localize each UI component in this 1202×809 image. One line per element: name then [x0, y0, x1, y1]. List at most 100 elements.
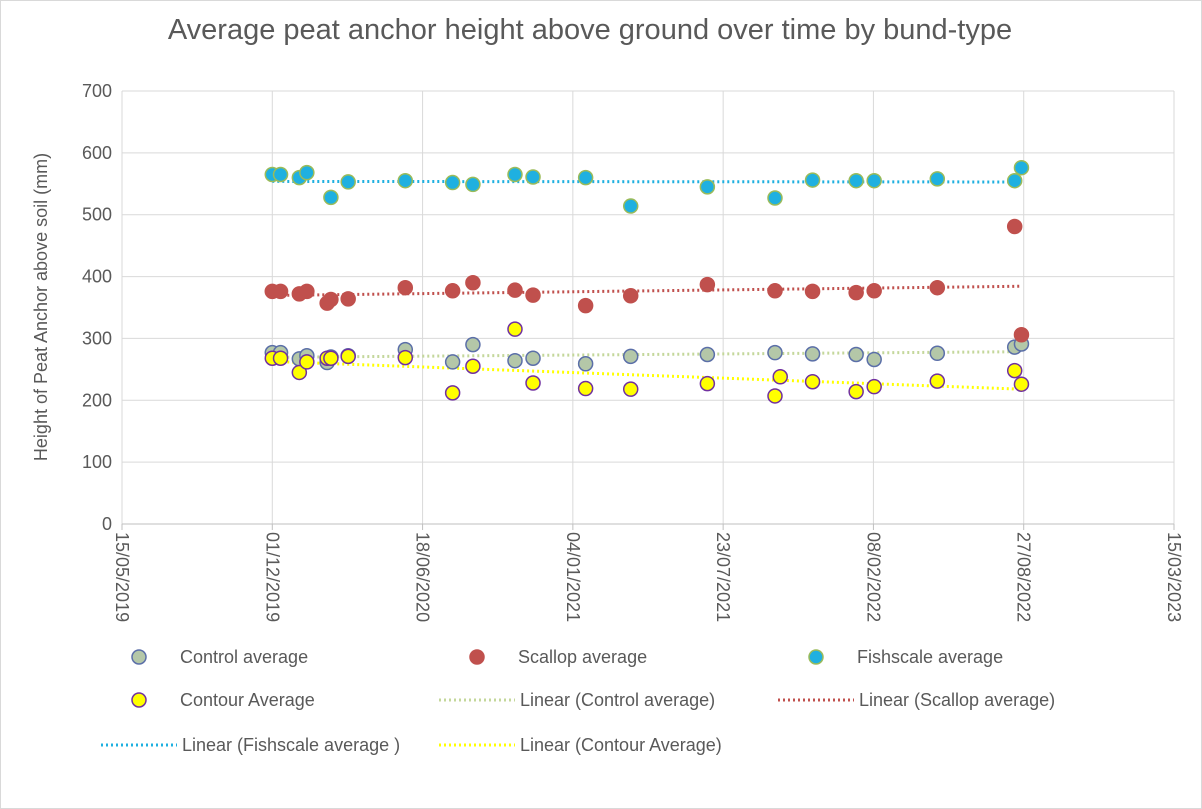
point	[397, 349, 414, 366]
point	[1013, 159, 1030, 176]
point	[622, 381, 639, 397]
point	[323, 189, 339, 206]
legend-label: Linear (Contour Average)	[520, 735, 722, 755]
point	[1013, 376, 1030, 392]
point	[866, 351, 882, 368]
point	[1006, 218, 1023, 235]
point	[622, 287, 639, 304]
y-axis-label: Height of Peat Anchor above soil (mm)	[31, 153, 51, 461]
point	[444, 283, 461, 299]
point	[577, 169, 594, 186]
point	[929, 373, 946, 389]
point	[929, 279, 946, 296]
legend-label: Contour Average	[180, 690, 315, 710]
x-tick-label: 27/08/2022	[1014, 532, 1034, 622]
legend-label: Linear (Scallop average)	[859, 690, 1055, 710]
point	[272, 166, 289, 183]
point	[507, 166, 523, 183]
x-tick-label: 01/12/2019	[262, 532, 282, 622]
point	[272, 283, 289, 300]
point	[444, 174, 461, 191]
legend-label: Linear (Control average)	[520, 690, 715, 710]
x-tick-label: 18/06/2020	[413, 532, 433, 622]
x-tick-label: 08/02/2022	[863, 532, 883, 622]
point	[848, 284, 864, 301]
point	[699, 346, 716, 363]
legend-marker	[131, 649, 147, 665]
point	[323, 350, 339, 366]
point	[577, 380, 594, 397]
point	[848, 172, 864, 189]
point	[804, 172, 821, 188]
point	[507, 282, 523, 298]
point	[340, 348, 356, 365]
point	[804, 373, 821, 390]
legend-label: Scallop average	[518, 647, 647, 667]
legend-label: Linear (Fishscale average )	[182, 735, 400, 755]
point	[804, 346, 821, 362]
point	[465, 336, 481, 353]
legend-label: Fishscale average	[857, 647, 1003, 667]
point	[444, 354, 461, 370]
point	[507, 352, 523, 369]
point	[848, 383, 864, 400]
point	[299, 354, 315, 370]
point	[525, 169, 541, 185]
point	[767, 388, 783, 404]
point	[465, 275, 481, 291]
y-tick-label: 700	[82, 81, 112, 101]
point	[1006, 362, 1023, 379]
point	[397, 172, 414, 189]
legend-marker	[469, 649, 485, 665]
point	[804, 283, 821, 300]
point	[1006, 172, 1023, 189]
point	[323, 291, 339, 308]
y-tick-label: 0	[102, 514, 112, 534]
y-tick-label: 500	[82, 205, 112, 225]
point	[929, 171, 946, 187]
point	[340, 291, 356, 307]
point	[525, 350, 541, 366]
legend-marker	[131, 692, 147, 708]
point	[577, 297, 594, 314]
point	[866, 172, 882, 189]
point	[272, 350, 289, 366]
point	[340, 174, 356, 190]
y-tick-label: 100	[82, 452, 112, 472]
legend-label: Control average	[180, 647, 308, 667]
y-tick-label: 600	[82, 143, 112, 163]
x-tick-label: 04/01/2021	[563, 532, 583, 622]
point	[929, 345, 946, 362]
x-tick-label: 23/07/2021	[713, 532, 733, 622]
point	[622, 348, 639, 365]
point	[848, 346, 864, 363]
point	[772, 369, 789, 385]
y-tick-label: 200	[82, 390, 112, 410]
point	[577, 356, 594, 372]
point	[299, 283, 315, 300]
point	[507, 321, 523, 337]
point	[465, 358, 481, 375]
x-tick-label: 15/03/2023	[1164, 532, 1184, 622]
point	[444, 385, 461, 401]
chart-title: Average peat anchor height above ground …	[167, 14, 1013, 46]
point	[622, 198, 639, 214]
point	[767, 344, 783, 361]
legend-marker	[808, 649, 824, 665]
point	[465, 176, 481, 193]
point	[699, 375, 716, 392]
point	[767, 190, 783, 206]
point	[866, 378, 882, 395]
x-tick-label: 15/05/2019	[112, 532, 132, 622]
point	[291, 364, 308, 381]
point	[699, 179, 716, 195]
y-tick-label: 400	[82, 267, 112, 287]
point	[525, 287, 541, 303]
point	[397, 279, 414, 296]
y-tick-label: 300	[82, 328, 112, 348]
point	[866, 283, 882, 299]
point	[525, 375, 541, 391]
